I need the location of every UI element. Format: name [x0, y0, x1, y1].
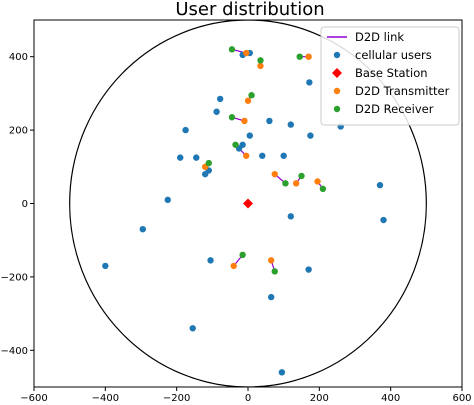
- chart-title: User distribution: [175, 0, 324, 20]
- legend-label: Base Station: [355, 66, 428, 80]
- x-tick-label: 200: [310, 393, 329, 404]
- cellular-user-point: [239, 141, 246, 148]
- legend-marker-dot: [333, 87, 341, 95]
- d2d-transmitter-point: [305, 53, 312, 60]
- cellular-user-point: [287, 121, 294, 128]
- d2d-transmitter-point: [243, 49, 250, 57]
- cellular-user-point: [287, 213, 294, 220]
- x-tick-label: 0: [245, 393, 251, 404]
- cellular-user-point: [246, 132, 253, 139]
- cellular-user-point: [139, 225, 146, 233]
- legend-marker-dot: [333, 105, 341, 113]
- legend-label: D2D Transmitter: [355, 84, 450, 98]
- d2d-receiver-point: [296, 53, 303, 60]
- d2d-receiver-point: [248, 92, 255, 99]
- d2d-receiver-point: [205, 159, 212, 167]
- cellular-user-point: [380, 216, 387, 224]
- cellular-user-point: [182, 126, 189, 134]
- x-tick-label: −200: [163, 393, 190, 404]
- legend-label: D2D link: [355, 30, 404, 44]
- x-tick-label: −400: [92, 393, 119, 404]
- legend-label: D2D Receiver: [355, 102, 434, 116]
- plot-clip-group: [69, 20, 427, 387]
- cellular-user-point: [305, 266, 312, 273]
- cellular-user-point: [278, 369, 286, 376]
- d2d-transmitter-point: [241, 117, 248, 125]
- d2d-receiver-point: [257, 57, 264, 64]
- d2d-receiver-point: [298, 172, 305, 180]
- d2d-transmitter-point: [257, 62, 264, 70]
- y-tick-label: 400: [9, 52, 28, 63]
- d2d-receiver-point: [232, 141, 239, 148]
- cellular-user-point: [307, 132, 314, 139]
- legend-marker-dot: [333, 51, 341, 59]
- d2d-receiver-point: [282, 180, 289, 187]
- cellular-user-point: [280, 152, 287, 159]
- x-tick-label: −600: [20, 393, 47, 404]
- d2d-receiver-point: [228, 46, 236, 53]
- d2d-transmitter-point: [244, 97, 252, 104]
- cellular-user-point: [193, 154, 200, 161]
- d2d-transmitter-point: [271, 170, 278, 178]
- d2d-transmitter-point: [243, 152, 250, 159]
- d2d-receiver-point: [319, 185, 327, 193]
- plot-area: [69, 20, 427, 387]
- cellular-user-point: [216, 95, 224, 103]
- d2d-receiver-point: [271, 268, 278, 275]
- axes: −600 −400 −200 0 200 400 600 −400 −200 0 200 400: [1, 19, 472, 404]
- cell-boundary-circle: [69, 20, 427, 387]
- cellular-user-point: [259, 152, 266, 159]
- cellular-user-point: [177, 154, 184, 161]
- cellular-user-point: [266, 117, 273, 125]
- y-tick-label: −200: [1, 272, 28, 283]
- x-tick-label: 400: [381, 393, 400, 404]
- x-tick-label: 600: [452, 393, 471, 404]
- d2d-transmitter-point: [314, 178, 321, 185]
- d2d-transmitter-point: [292, 180, 300, 187]
- legend: D2D link cellular users Base Station D2D Tr…: [320, 26, 460, 126]
- d2d-transmitter-point: [267, 257, 275, 264]
- cellular-user-point: [267, 293, 275, 301]
- cellular-user-point: [102, 262, 109, 270]
- legend-marker-diamond: [332, 68, 342, 78]
- cellular-user-point: [376, 181, 384, 189]
- d2d-receiver-point: [228, 114, 236, 121]
- cellular-user-point: [189, 325, 196, 332]
- cellular-user-point: [213, 108, 220, 115]
- d2d-receiver-point: [239, 251, 246, 259]
- base-station-point: [243, 198, 253, 209]
- y-tick-label: −400: [1, 346, 28, 357]
- legend-label: cellular users: [355, 48, 432, 62]
- cellular-user-point: [207, 257, 214, 264]
- cellular-user-point: [306, 79, 313, 86]
- cellular-user-point: [164, 196, 171, 204]
- y-tick-label: 200: [9, 126, 28, 137]
- d2d-transmitter-point: [230, 262, 237, 270]
- legend-box: [320, 26, 460, 126]
- y-tick-label: 0: [22, 199, 28, 210]
